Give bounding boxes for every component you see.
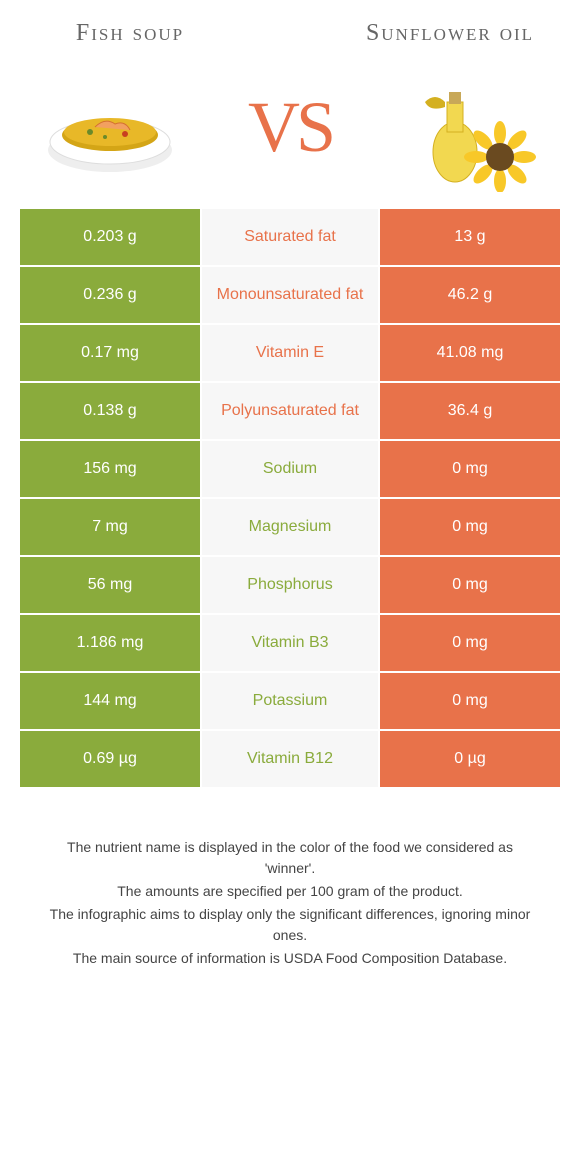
nutrient-table: 0.203 gSaturated fat13 g0.236 gMonounsat…: [20, 207, 560, 787]
left-value-cell: 0.138 g: [20, 383, 200, 439]
left-value-cell: 56 mg: [20, 557, 200, 613]
images-row: VS: [0, 57, 580, 207]
left-value-cell: 1.186 mg: [20, 615, 200, 671]
nutrient-name-cell: Phosphorus: [200, 557, 380, 613]
table-row: 0.138 gPolyunsaturated fat36.4 g: [20, 381, 560, 439]
table-row: 0.17 mgVitamin E41.08 mg: [20, 323, 560, 381]
table-row: 0.203 gSaturated fat13 g: [20, 207, 560, 265]
left-value-cell: 0.203 g: [20, 209, 200, 265]
footer-line: The amounts are specified per 100 gram o…: [40, 881, 540, 902]
nutrient-name-cell: Vitamin B12: [200, 731, 380, 787]
nutrient-name-cell: Magnesium: [200, 499, 380, 555]
nutrient-name-cell: Polyunsaturated fat: [200, 383, 380, 439]
right-value-cell: 0 mg: [380, 615, 560, 671]
table-row: 1.186 mgVitamin B30 mg: [20, 613, 560, 671]
footer-line: The nutrient name is displayed in the co…: [40, 837, 540, 879]
right-value-cell: 0 mg: [380, 557, 560, 613]
table-row: 156 mgSodium0 mg: [20, 439, 560, 497]
left-food-title: Fish soup: [30, 20, 230, 47]
left-value-cell: 0.69 µg: [20, 731, 200, 787]
right-value-cell: 0 mg: [380, 499, 560, 555]
right-value-cell: 0 mg: [380, 441, 560, 497]
header: Fish soup Sunflower oil: [0, 0, 580, 57]
left-value-cell: 0.17 mg: [20, 325, 200, 381]
footer-line: The main source of information is USDA F…: [40, 948, 540, 969]
nutrient-name-cell: Saturated fat: [200, 209, 380, 265]
right-value-cell: 0 mg: [380, 673, 560, 729]
left-value-cell: 144 mg: [20, 673, 200, 729]
right-value-cell: 0 µg: [380, 731, 560, 787]
right-value-cell: 46.2 g: [380, 267, 560, 323]
left-value-cell: 7 mg: [20, 499, 200, 555]
table-row: 56 mgPhosphorus0 mg: [20, 555, 560, 613]
table-row: 0.236 gMonounsaturated fat46.2 g: [20, 265, 560, 323]
left-value-cell: 0.236 g: [20, 267, 200, 323]
fish-soup-image: [30, 67, 190, 187]
nutrient-name-cell: Vitamin B3: [200, 615, 380, 671]
right-value-cell: 41.08 mg: [380, 325, 560, 381]
footer-notes: The nutrient name is displayed in the co…: [0, 787, 580, 991]
table-row: 0.69 µgVitamin B120 µg: [20, 729, 560, 787]
nutrient-name-cell: Vitamin E: [200, 325, 380, 381]
infographic-container: Fish soup Sunflower oil VS: [0, 0, 580, 991]
nutrient-name-cell: Potassium: [200, 673, 380, 729]
right-value-cell: 13 g: [380, 209, 560, 265]
table-row: 144 mgPotassium0 mg: [20, 671, 560, 729]
left-value-cell: 156 mg: [20, 441, 200, 497]
nutrient-name-cell: Sodium: [200, 441, 380, 497]
sunflower-oil-image: [390, 67, 550, 187]
footer-line: The infographic aims to display only the…: [40, 904, 540, 946]
nutrient-name-cell: Monounsaturated fat: [200, 267, 380, 323]
vs-label: VS: [248, 86, 332, 169]
right-food-title: Sunflower oil: [350, 20, 550, 47]
right-value-cell: 36.4 g: [380, 383, 560, 439]
table-row: 7 mgMagnesium0 mg: [20, 497, 560, 555]
